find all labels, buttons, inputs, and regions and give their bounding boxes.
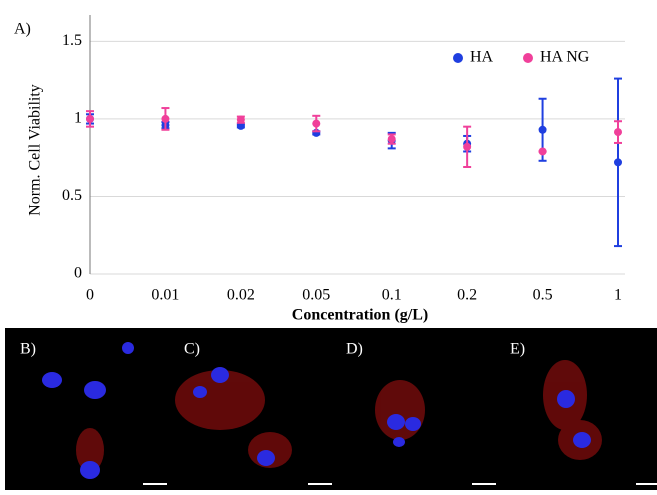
data-point — [463, 142, 472, 151]
data-point — [538, 125, 547, 134]
x-tick-label: 1 — [614, 287, 622, 304]
legend-marker — [453, 53, 463, 63]
y-tick-label: 0.5 — [62, 187, 82, 204]
panel-label: D) — [346, 341, 363, 358]
data-point — [614, 158, 622, 167]
x-tick-label: 0.05 — [302, 287, 330, 304]
panel-label: E) — [510, 341, 525, 358]
y-tick-label: 1 — [74, 110, 82, 127]
x-tick-label: 0.01 — [151, 287, 179, 304]
data-point — [236, 121, 245, 130]
data-point — [614, 128, 622, 137]
microscopy-strip — [5, 328, 657, 490]
legend-marker — [523, 53, 533, 63]
y-tick-label: 0 — [74, 265, 82, 282]
data-point — [538, 147, 547, 156]
y-tick-label: 1.5 — [62, 32, 82, 49]
x-tick-label: 0.5 — [533, 287, 553, 304]
data-point — [312, 119, 321, 128]
legend-label: HA — [470, 49, 494, 66]
x-tick-label: 0.2 — [457, 287, 477, 304]
data-point — [86, 114, 94, 123]
x-axis-title: Concentration (g/L) — [292, 307, 428, 324]
legend-label: HA NG — [540, 49, 590, 66]
data-point — [387, 135, 396, 144]
panel-label: B) — [20, 341, 36, 358]
x-tick-label: 0 — [86, 287, 94, 304]
panel-label: C) — [184, 341, 200, 358]
x-tick-label: 0.1 — [382, 287, 402, 304]
data-point — [236, 115, 245, 124]
data-point — [161, 114, 170, 123]
panel-label: A) — [14, 21, 31, 38]
y-axis-title: Norm. Cell Viability — [27, 84, 44, 216]
x-tick-label: 0.02 — [227, 287, 255, 304]
